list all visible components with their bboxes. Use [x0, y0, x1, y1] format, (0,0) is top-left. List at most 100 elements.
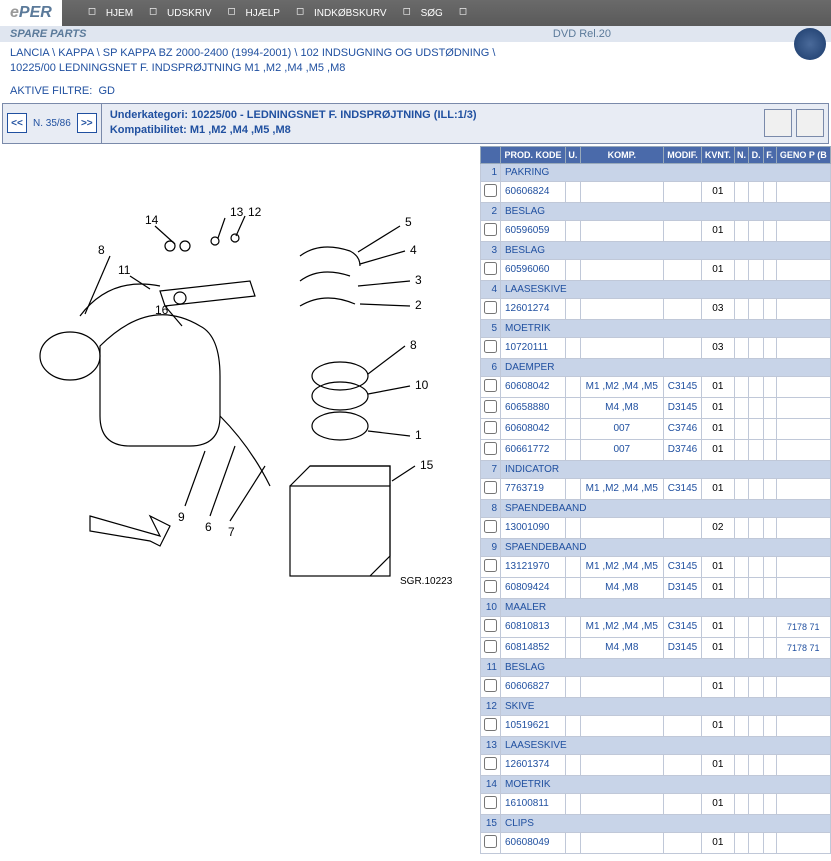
part-row: 60608042007C374601 [481, 418, 831, 439]
part-code[interactable]: 60810813 [501, 616, 566, 637]
select-part-checkbox[interactable] [484, 184, 497, 197]
home-icon: ◻ [88, 6, 102, 20]
part-code[interactable]: 12601374 [501, 754, 566, 775]
part-kvnt: 01 [702, 181, 735, 202]
part-code[interactable]: 60809424 [501, 577, 566, 598]
part-komp: 007 [580, 439, 663, 460]
select-part-checkbox[interactable] [484, 379, 497, 392]
part-row: 6060804901 [481, 832, 831, 853]
select-part-checkbox[interactable] [484, 619, 497, 632]
col-header: D. [749, 146, 764, 163]
part-komp [580, 337, 663, 358]
subcategory-bar: << N. 35/86 >> Underkategori: 10225/00 -… [2, 103, 829, 144]
part-modif [663, 259, 701, 280]
part-code[interactable]: 60661772 [501, 439, 566, 460]
part-code[interactable]: 13121970 [501, 556, 566, 577]
svg-text:7: 7 [228, 525, 235, 539]
topnav-hjem[interactable]: ◻HJEM [82, 6, 139, 20]
part-komp: M1 ,M2 ,M4 ,M5 [580, 616, 663, 637]
subcategory-info: Underkategori: 10225/00 - LEDNINGSNET F.… [102, 104, 760, 143]
topnav-udskriv[interactable]: ◻UDSKRIV [143, 6, 217, 20]
part-kvnt: 01 [702, 478, 735, 499]
view-icon-1[interactable] [764, 109, 792, 137]
select-part-checkbox[interactable] [484, 400, 497, 413]
breadcrumb-line1[interactable]: LANCIA \ KAPPA \ SP KAPPA BZ 2000-2400 (… [10, 47, 495, 59]
part-code[interactable]: 10720111 [501, 337, 566, 358]
part-row: 60596060 01 [481, 259, 831, 280]
part-komp: M1 ,M2 ,M4 ,M5 [580, 478, 663, 499]
topnav-søg[interactable]: ◻SØG [397, 6, 449, 20]
part-code[interactable]: 60608042 [501, 376, 566, 397]
part-kvnt: 01 [702, 637, 735, 658]
select-part-checkbox[interactable] [484, 481, 497, 494]
part-komp [580, 832, 663, 853]
select-part-checkbox[interactable] [484, 718, 497, 731]
part-row: 7763719M1 ,M2 ,M4 ,M5C314501 [481, 478, 831, 499]
select-part-checkbox[interactable] [484, 757, 497, 770]
svg-text:16: 16 [155, 303, 169, 317]
select-part-checkbox[interactable] [484, 580, 497, 593]
svg-text:13: 13 [230, 205, 244, 219]
part-kvnt: 01 [702, 259, 735, 280]
part-code[interactable]: 13001090 [501, 517, 566, 538]
topnav-indkøbskurv[interactable]: ◻INDKØBSKURV [290, 6, 393, 20]
part-modif: C3746 [663, 418, 701, 439]
part-code[interactable]: 60606824 [501, 181, 566, 202]
part-code[interactable]: 60596059 [501, 220, 566, 241]
topnav-hjælp[interactable]: ◻HJÆLP [222, 6, 286, 20]
part-kvnt: 02 [702, 517, 735, 538]
part-kvnt: 01 [702, 754, 735, 775]
part-modif [663, 298, 701, 319]
part-geno [776, 298, 830, 319]
breadcrumb-line2[interactable]: 10225/00 LEDNINGSNET F. INDSPRØJTNING M1… [10, 62, 345, 74]
part-code[interactable]: 60608042 [501, 418, 566, 439]
part-row: 1610081101 [481, 793, 831, 814]
part-geno [776, 418, 830, 439]
select-part-checkbox[interactable] [484, 796, 497, 809]
select-part-checkbox[interactable] [484, 301, 497, 314]
part-code[interactable]: 12601274 [501, 298, 566, 319]
topnav-info[interactable]: ◻ [453, 6, 483, 20]
part-komp [580, 259, 663, 280]
part-row: 1051962101 [481, 715, 831, 736]
svg-text:6: 6 [205, 520, 212, 534]
part-komp: M4 ,M8 [580, 577, 663, 598]
part-row: 60606824 01 [481, 181, 831, 202]
view-icons [760, 104, 828, 143]
select-part-checkbox[interactable] [484, 340, 497, 353]
part-row: 60661772007D374601 [481, 439, 831, 460]
part-komp [580, 181, 663, 202]
part-code[interactable]: 16100811 [501, 793, 566, 814]
select-part-checkbox[interactable] [484, 559, 497, 572]
part-row: 6059605901 [481, 220, 831, 241]
view-icon-2[interactable] [796, 109, 824, 137]
part-code[interactable]: 7763719 [501, 478, 566, 499]
svg-text:15: 15 [420, 458, 434, 472]
select-part-checkbox[interactable] [484, 520, 497, 533]
select-part-checkbox[interactable] [484, 223, 497, 236]
prev-button[interactable]: << [7, 113, 27, 133]
part-code[interactable]: 60606827 [501, 676, 566, 697]
part-code[interactable]: 60658880 [501, 397, 566, 418]
select-part-checkbox[interactable] [484, 262, 497, 275]
part-code[interactable]: 60814852 [501, 637, 566, 658]
next-button[interactable]: >> [77, 113, 97, 133]
part-code[interactable]: 10519621 [501, 715, 566, 736]
part-komp [580, 298, 663, 319]
col-header [481, 146, 501, 163]
part-code[interactable]: 60596060 [501, 259, 566, 280]
select-part-checkbox[interactable] [484, 835, 497, 848]
part-code[interactable]: 60608049 [501, 832, 566, 853]
top-menu-bar: ePER ◻HJEM◻UDSKRIV◻HJÆLP◻INDKØBSKURV◻SØG… [0, 0, 831, 26]
part-modif: D3145 [663, 637, 701, 658]
group-row: 1PAKRING [481, 163, 831, 181]
select-part-checkbox[interactable] [484, 640, 497, 653]
select-part-checkbox[interactable] [484, 421, 497, 434]
part-modif: D3145 [663, 577, 701, 598]
part-geno [776, 715, 830, 736]
select-part-checkbox[interactable] [484, 442, 497, 455]
part-geno [776, 220, 830, 241]
svg-text:11: 11 [118, 263, 131, 277]
select-part-checkbox[interactable] [484, 679, 497, 692]
svg-text:4: 4 [410, 243, 417, 257]
